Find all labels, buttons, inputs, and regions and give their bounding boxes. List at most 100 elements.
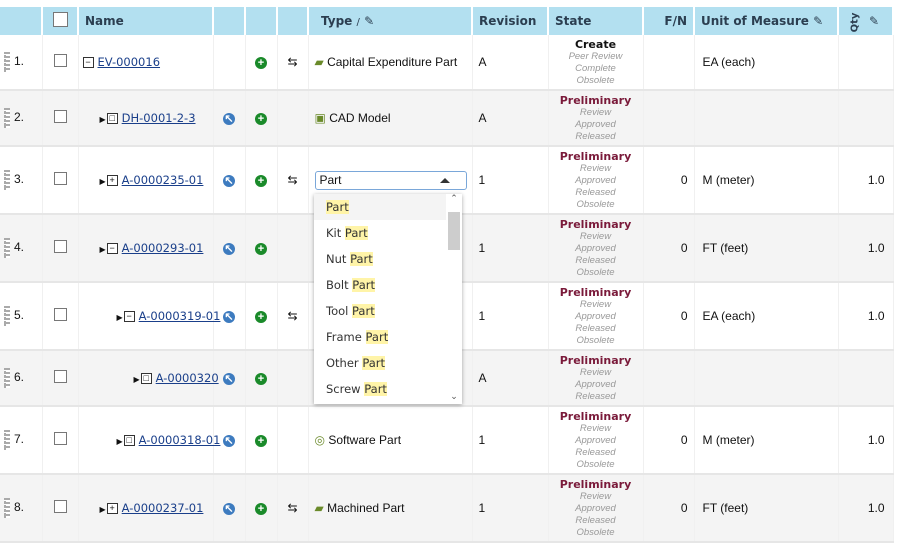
state-option[interactable]: Complete [575,62,616,74]
navigate-icon[interactable]: ↖ [223,503,235,515]
state-option[interactable]: Released [575,514,616,526]
col-uom[interactable]: Unit of Measure ✎ [694,7,839,35]
drag-handle[interactable] [4,170,10,190]
drag-handle[interactable] [4,306,10,326]
dropdown-option[interactable]: Part [314,194,462,220]
drag-handle[interactable] [4,430,10,450]
table-row[interactable]: 2. ▶ □ DH-0001-2-3 ↖ + ▣ CAD Model A Preli… [0,90,894,147]
add-icon[interactable]: + [255,243,267,255]
navigate-icon[interactable]: ↖ [223,175,235,187]
row-checkbox[interactable] [53,370,67,383]
navigate-icon[interactable]: ↖ [223,243,235,255]
state-option[interactable]: Review [579,366,612,378]
state-option[interactable]: Approved [575,242,616,254]
expand-toggle[interactable]: − [123,311,135,323]
navigate-icon[interactable]: ↖ [223,113,235,125]
state-option[interactable]: Obsolete [576,334,615,346]
expand-toggle[interactable]: + [106,175,118,187]
state-option[interactable]: Obsolete [576,458,615,470]
table-row[interactable]: 4. ▶ − A-0000293-01 ↖ + 1 Preliminary Revie… [0,214,894,283]
row-checkbox[interactable] [53,432,67,445]
add-icon[interactable]: + [255,311,267,323]
table-row[interactable]: 7. ▶ □ A-0000318-01 ↖ + ◎ Software Part 1 … [0,406,894,475]
state-option[interactable]: Approved [575,434,616,446]
row-checkbox[interactable] [53,500,67,513]
state-option[interactable]: Obsolete [576,526,615,538]
navigate-icon[interactable]: ↖ [223,373,235,385]
add-icon[interactable]: + [255,57,267,69]
part-link[interactable]: A-0000235-01 [121,173,204,187]
col-type[interactable]: Type / ✎ [308,7,473,35]
state-option[interactable]: Review [579,422,612,434]
state-option[interactable]: Approved [575,310,616,322]
drag-handle[interactable] [4,498,10,518]
dropdown-scrollbar[interactable]: ⌃ ⌄ [446,194,462,404]
expand-toggle[interactable]: − [82,57,94,69]
state-option[interactable]: Released [575,130,616,142]
navigate-icon[interactable]: ↖ [223,311,235,323]
state-option[interactable]: Released [575,446,616,458]
state-option[interactable]: Released [575,390,616,402]
add-icon[interactable]: + [255,113,267,125]
state-option[interactable]: Obsolete [576,266,615,278]
state-option[interactable]: Review [579,230,612,242]
row-checkbox[interactable] [53,54,67,67]
edit-icon[interactable]: ✎ [364,14,375,28]
col-fn[interactable]: F/N [643,7,695,35]
state-option[interactable]: Review [579,490,612,502]
state-option[interactable]: Approved [575,118,616,130]
dropdown-option[interactable]: Frame Part [326,330,389,344]
dropdown-option[interactable]: Kit Part [326,226,368,240]
part-link[interactable]: EV-000016 [97,55,161,69]
replace-icon[interactable]: ⇆ [287,55,298,69]
add-icon[interactable]: + [255,175,267,187]
table-row[interactable]: 1. − EV-000016 + ⇆ ▰ Capital Expenditure … [0,35,894,91]
type-dropdown-list[interactable]: Part Kit Part Nut Part Bolt Part Tool Part Fr… [314,194,462,404]
row-checkbox[interactable] [53,110,67,123]
state-option[interactable]: Approved [575,378,616,390]
add-icon[interactable]: + [255,435,267,447]
col-state[interactable]: State [548,7,644,35]
replace-icon[interactable]: ⇆ [287,173,298,187]
state-option[interactable]: Obsolete [576,198,615,210]
state-option[interactable]: Released [575,254,616,266]
replace-icon[interactable]: ⇆ [287,501,298,515]
row-checkbox[interactable] [53,172,67,185]
table-row[interactable]: 3. ▶ + A-0000235-01 ↖ + ⇆ Part 1 Prelimina… [0,146,894,215]
part-link[interactable]: A-0000318-01 [138,433,221,447]
state-option[interactable]: Released [575,186,616,198]
select-all-checkbox[interactable] [52,12,68,27]
navigate-icon[interactable]: ↖ [223,435,235,447]
part-link[interactable]: A-0000320 [155,371,219,385]
col-name[interactable]: Name [78,7,214,35]
state-option[interactable]: Review [579,162,612,174]
state-option[interactable]: Approved [575,174,616,186]
add-icon[interactable]: + [255,373,267,385]
state-option[interactable]: Obsolete [576,74,615,86]
state-option[interactable]: Released [575,322,616,334]
col-revision[interactable]: Revision [472,7,549,35]
state-option[interactable]: Approved [575,502,616,514]
state-option[interactable]: Review [579,106,612,118]
expand-toggle[interactable]: + [106,503,118,515]
type-select[interactable]: Part [314,170,467,190]
dropdown-option[interactable]: Nut Part [326,252,373,266]
col-qty[interactable]: Qty ✎ [838,7,894,35]
add-icon[interactable]: + [255,503,267,515]
expand-toggle[interactable]: □ [123,435,135,447]
dropdown-option[interactable]: Bolt Part [326,278,375,292]
dropdown-option[interactable]: Other Part [326,356,386,370]
drag-handle[interactable] [4,238,10,258]
drag-handle[interactable] [4,108,10,128]
state-option[interactable]: Review [579,298,612,310]
drag-handle[interactable] [4,368,10,388]
part-link[interactable]: DH-0001-2-3 [121,111,196,125]
drag-handle[interactable] [4,52,10,72]
dropdown-option[interactable]: Screw Part [326,382,387,396]
row-checkbox[interactable] [53,240,67,253]
dropdown-option[interactable]: Tool Part [326,304,375,318]
expand-toggle[interactable]: □ [106,113,118,125]
state-option[interactable]: Peer Review [568,50,623,62]
table-row[interactable]: 8. ▶ + A-0000237-01 ↖ + ⇆ ▰ Machined Part … [0,474,894,543]
part-link[interactable]: A-0000237-01 [121,501,204,515]
